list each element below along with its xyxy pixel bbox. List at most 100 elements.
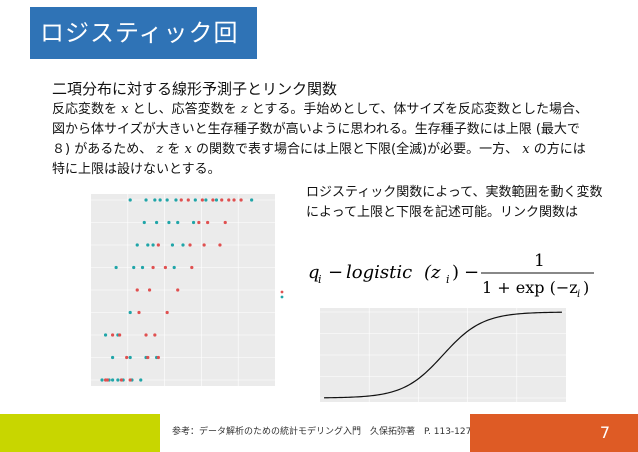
data-point-teal <box>181 243 185 247</box>
data-point-red <box>137 310 141 315</box>
data-point-teal <box>172 265 176 270</box>
data-point-teal <box>135 243 139 247</box>
var-x: x <box>184 142 192 157</box>
formula-denominator: 1 + exp (−z <box>482 278 578 297</box>
slide-title: ロジスティック回帰 <box>30 7 257 99</box>
data-point-teal <box>111 355 115 360</box>
text-segment: 反応変数を <box>52 102 118 117</box>
var-z: z <box>240 102 248 117</box>
data-point-teal <box>155 220 159 225</box>
formula-logistic: logistic <box>346 262 412 283</box>
data-point-red <box>197 220 201 225</box>
data-point-teal <box>111 378 115 382</box>
data-point-red <box>227 198 231 202</box>
data-point-teal <box>193 198 197 202</box>
formula-sub: i <box>446 273 450 286</box>
data-point-red <box>200 198 204 202</box>
data-point-red <box>176 288 180 292</box>
data-point-red <box>232 198 236 202</box>
data-point-red <box>186 198 190 202</box>
data-point-teal <box>191 220 196 225</box>
data-point-red <box>165 310 169 315</box>
text-segment: の関数で表す場合には上限と下限(全滅)が必要。一方、 <box>196 142 519 157</box>
data-point-teal <box>146 243 150 247</box>
data-point-red <box>206 220 210 225</box>
data-point-red <box>135 288 139 292</box>
data-point-red <box>146 355 150 360</box>
text-segment: の方には特に上限は設けないとする。 <box>52 142 586 177</box>
data-point-red <box>223 220 227 225</box>
formula-denominator-close: ) <box>583 278 589 297</box>
data-point-red <box>105 378 109 382</box>
text-segment: とし、応答変数を <box>132 102 237 117</box>
data-point-red <box>118 333 122 337</box>
data-point-teal <box>167 220 171 225</box>
data-point-teal <box>214 198 219 202</box>
text-segment: とする。手始めとして、体サイズを反応変数とした場合、図から体サイズが大きいと生存… <box>52 102 588 157</box>
data-point-teal <box>100 378 104 382</box>
data-point-red <box>144 333 148 337</box>
footer-accent-bar <box>0 414 160 452</box>
data-point-red <box>211 198 215 202</box>
text-segment: を <box>167 142 181 157</box>
data-point-red <box>151 265 155 270</box>
page-number: 7 <box>470 414 638 452</box>
data-point-red <box>190 265 194 270</box>
data-point-red <box>179 198 183 202</box>
data-point-red <box>218 243 222 247</box>
data-point-teal <box>132 265 136 270</box>
logistic-explanation: ロジスティック関数によって、実数範囲を動く変数によって上限と下限を記述可能。リン… <box>306 185 603 220</box>
data-point-red <box>128 378 132 382</box>
data-point-red <box>188 243 192 247</box>
data-point-teal <box>103 333 108 337</box>
data-point-red <box>119 378 123 382</box>
footer-reference: 参考：データ解析のための統計モデリング入門 久保拓弥著 P. 113-127 <box>172 427 472 437</box>
formula-arg: (z <box>424 262 441 283</box>
data-point-teal <box>165 198 169 202</box>
data-point-teal <box>153 198 157 202</box>
data-point-teal <box>174 198 178 202</box>
data-point-red <box>163 265 167 270</box>
var-z: z <box>156 142 164 157</box>
data-point-teal <box>128 310 132 315</box>
var-x: x <box>121 102 129 117</box>
data-point-teal <box>176 220 180 225</box>
logistic-curve-line <box>323 311 563 399</box>
data-point-red <box>153 333 157 337</box>
formula-numerator: 1 <box>534 251 545 271</box>
data-point-red <box>239 198 243 202</box>
formula-minus: − <box>464 262 479 283</box>
data-point-teal <box>114 265 118 270</box>
data-point-red <box>156 355 160 360</box>
data-point-teal <box>250 198 254 202</box>
formula-sub: i <box>318 273 322 286</box>
data-point-teal <box>128 355 132 360</box>
data-point-teal <box>142 220 146 225</box>
data-point-red <box>220 198 224 202</box>
data-point-teal <box>158 198 162 202</box>
data-point-red <box>125 355 129 360</box>
data-point-teal <box>140 265 145 270</box>
scatter-plot <box>91 194 284 386</box>
data-point-teal <box>204 198 208 202</box>
data-point-teal <box>151 243 155 247</box>
var-x: x <box>522 142 530 157</box>
legend-swatch-teal <box>280 295 284 299</box>
data-point-teal <box>116 378 120 382</box>
data-point-teal <box>144 198 148 202</box>
formula-minus: − <box>328 262 343 283</box>
formula-close: ) <box>452 262 459 283</box>
data-point-red <box>156 243 160 247</box>
body-paragraph: 反応変数を x とし、応答変数を z とする。手始めとして、体サイズを反応変数と… <box>52 100 592 180</box>
data-point-teal <box>170 243 175 247</box>
data-point-red <box>111 333 115 337</box>
link-function-formula: q i − logistic (z i ) − 1 1 + exp (−z i … <box>308 251 594 298</box>
formula-sub: i <box>577 289 580 298</box>
legend-swatch-red <box>280 290 284 294</box>
data-point-teal <box>128 198 132 202</box>
formula-q: q <box>308 262 320 283</box>
data-point-red <box>147 288 152 292</box>
data-point-teal <box>139 378 143 382</box>
section-subtitle: 二項分布に対する線形予測子とリンク関数 <box>52 80 338 98</box>
logistic-curve-plot <box>320 308 566 402</box>
